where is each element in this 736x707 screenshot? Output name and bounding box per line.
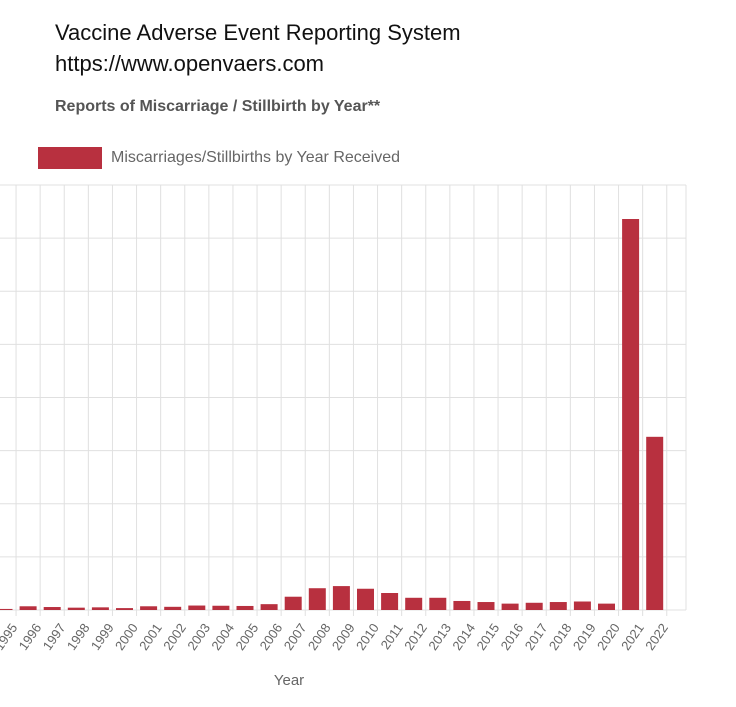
bar-2013[interactable] bbox=[429, 597, 447, 610]
chart-grid bbox=[0, 184, 687, 616]
bar-2017[interactable] bbox=[525, 602, 543, 610]
x-tick-label: 2016 bbox=[498, 621, 527, 653]
bar-1998[interactable] bbox=[67, 607, 85, 610]
bar-2011[interactable] bbox=[381, 593, 399, 610]
x-tick-label: 2022 bbox=[642, 621, 671, 653]
bar-2007[interactable] bbox=[284, 596, 302, 610]
bar-2021[interactable] bbox=[622, 219, 640, 610]
x-tick-label: 2007 bbox=[281, 621, 310, 653]
x-tick-label: 2011 bbox=[378, 621, 406, 653]
bar-2009[interactable] bbox=[332, 586, 350, 610]
header-title: Vaccine Adverse Event Reporting System bbox=[55, 20, 461, 45]
bar-2014[interactable] bbox=[453, 600, 471, 610]
bar-2002[interactable] bbox=[164, 606, 182, 610]
bar-2006[interactable] bbox=[260, 604, 278, 610]
x-tick-label: 1998 bbox=[64, 621, 93, 653]
x-tick-label: 2006 bbox=[257, 621, 286, 653]
x-tick-label: 2015 bbox=[473, 621, 502, 653]
bar-1995[interactable] bbox=[0, 608, 13, 610]
legend-label: Miscarriages/Stillbirths by Year Receive… bbox=[111, 149, 401, 166]
x-tick-label: 1995 bbox=[0, 621, 20, 653]
legend[interactable]: Miscarriages/Stillbirths by Year Receive… bbox=[38, 147, 400, 169]
bar-2015[interactable] bbox=[477, 602, 495, 610]
bar-2003[interactable] bbox=[188, 605, 206, 610]
x-tick-label: 2021 bbox=[618, 621, 647, 653]
x-tick-label: 2000 bbox=[112, 621, 141, 653]
bar-2019[interactable] bbox=[573, 601, 591, 611]
x-tick-label: 2002 bbox=[160, 621, 189, 653]
x-tick-label: 1999 bbox=[88, 621, 117, 653]
x-tick-label: 1996 bbox=[16, 621, 45, 653]
bar-2018[interactable] bbox=[549, 602, 567, 610]
bar-2012[interactable] bbox=[405, 597, 423, 610]
x-tick-labels: 1995199619971998199920002001200220032004… bbox=[0, 621, 671, 653]
bar-2022[interactable] bbox=[646, 436, 664, 610]
x-tick-label: 2020 bbox=[594, 621, 623, 653]
x-tick-label: 2013 bbox=[425, 621, 454, 653]
bar-2016[interactable] bbox=[501, 603, 519, 610]
bar-1997[interactable] bbox=[43, 607, 61, 610]
x-axis-label: Year bbox=[274, 672, 304, 689]
chart-title: Reports of Miscarriage / Stillbirth by Y… bbox=[55, 98, 381, 115]
x-tick-label: 2017 bbox=[522, 621, 551, 653]
chart-bars bbox=[0, 219, 664, 611]
x-tick-label: 2010 bbox=[353, 621, 382, 653]
x-tick-label: 2003 bbox=[184, 621, 213, 653]
bar-1996[interactable] bbox=[19, 606, 37, 610]
bar-2020[interactable] bbox=[598, 603, 615, 610]
x-tick-label: 2005 bbox=[232, 621, 261, 653]
x-tick-label: 2019 bbox=[570, 621, 599, 653]
bar-2010[interactable] bbox=[357, 588, 374, 610]
bar-2001[interactable] bbox=[140, 606, 158, 610]
bar-2005[interactable] bbox=[236, 605, 254, 610]
bar-2000[interactable] bbox=[116, 608, 133, 610]
bar-1999[interactable] bbox=[91, 607, 109, 610]
bar-2004[interactable] bbox=[212, 605, 230, 610]
x-tick-label: 1997 bbox=[40, 621, 69, 653]
bar-2008[interactable] bbox=[308, 588, 326, 610]
header-url: https://www.openvaers.com bbox=[55, 51, 325, 76]
x-tick-label: 2012 bbox=[401, 621, 430, 653]
x-tick-label: 2009 bbox=[329, 621, 358, 653]
x-tick-label: 2014 bbox=[449, 621, 478, 653]
x-tick-label: 2001 bbox=[136, 621, 165, 653]
x-tick-label: 2004 bbox=[208, 621, 237, 653]
x-tick-label: 2008 bbox=[305, 621, 334, 653]
x-tick-label: 2018 bbox=[546, 621, 575, 653]
legend-swatch bbox=[38, 147, 102, 169]
